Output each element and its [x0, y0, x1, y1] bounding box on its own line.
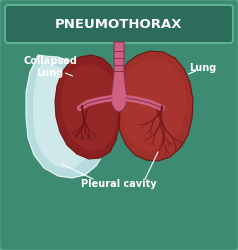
Text: Lung: Lung [189, 63, 217, 73]
Polygon shape [33, 62, 92, 169]
Polygon shape [121, 59, 187, 151]
FancyBboxPatch shape [5, 5, 233, 43]
Text: PNEUMOTHORAX: PNEUMOTHORAX [55, 18, 183, 30]
Polygon shape [111, 42, 127, 112]
Text: Pleural cavity: Pleural cavity [81, 179, 157, 189]
Text: Collapsed
Lung: Collapsed Lung [23, 56, 77, 78]
Polygon shape [55, 55, 120, 159]
Polygon shape [26, 55, 108, 178]
Polygon shape [118, 51, 193, 161]
Polygon shape [61, 64, 117, 151]
